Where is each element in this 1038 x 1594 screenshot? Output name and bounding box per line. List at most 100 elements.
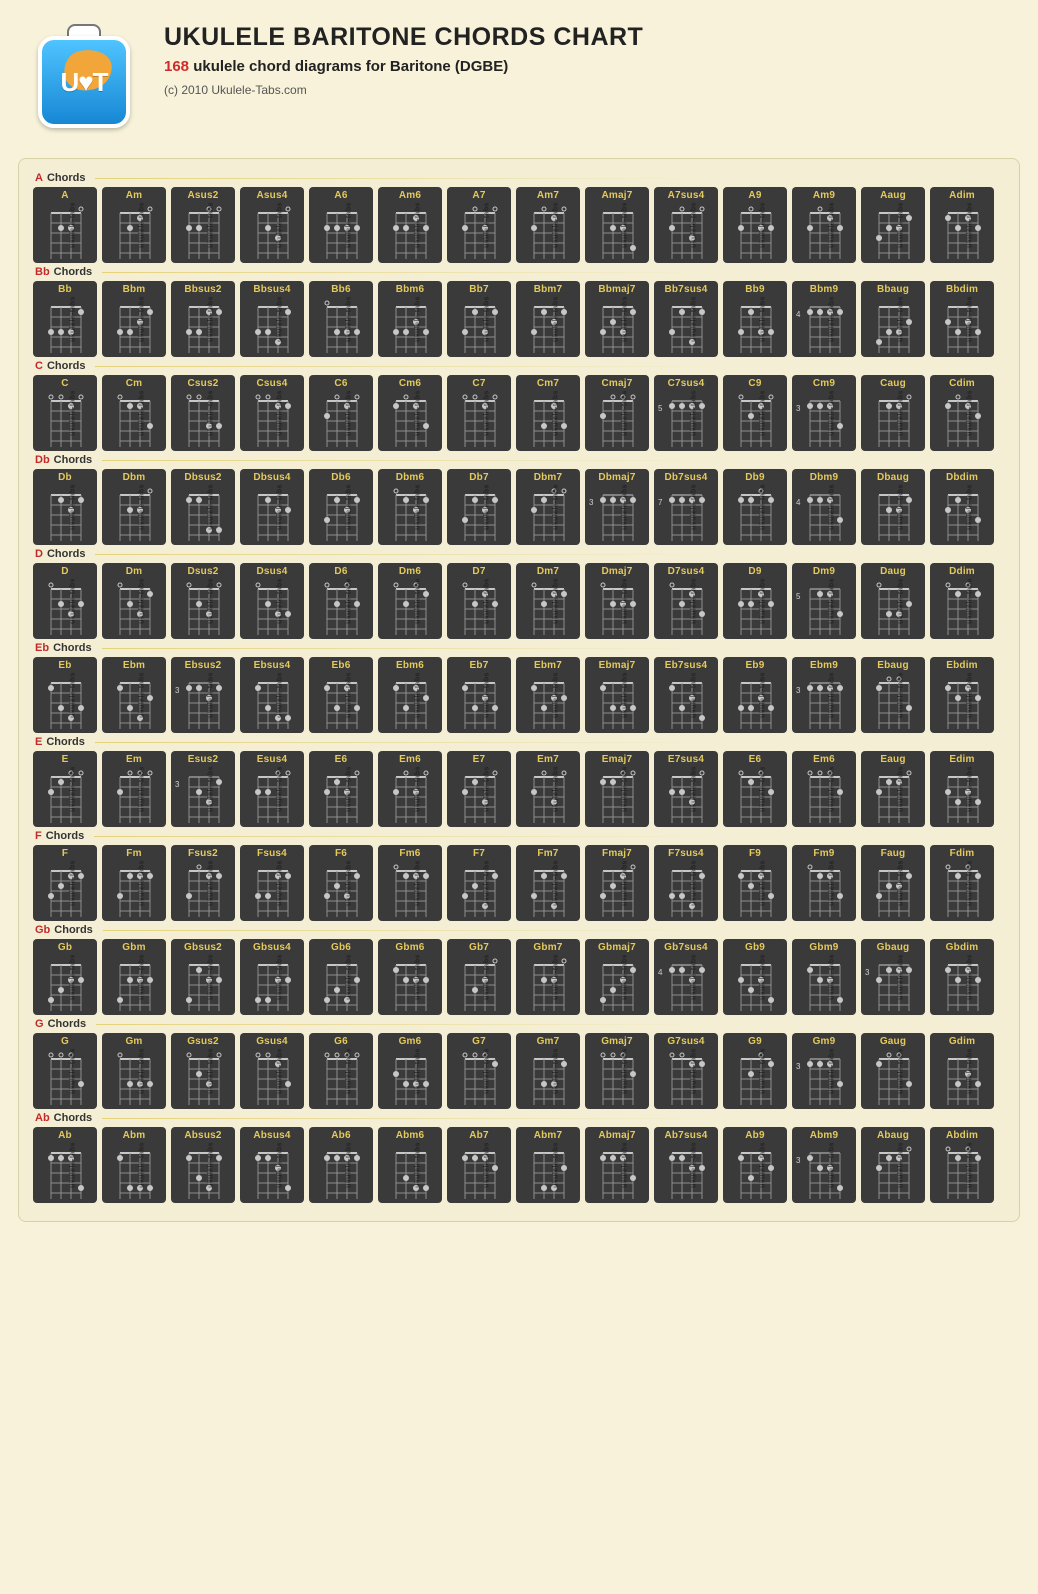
chord-tile: Gbdimukulele-tabs <box>930 939 994 1015</box>
chord-name: Ebm <box>102 657 166 673</box>
chord-tile: F7sus4ukulele-tabs <box>654 845 718 921</box>
tile-watermark: ukulele-tabs <box>346 578 353 624</box>
chord-tile: Ebm7ukulele-tabs <box>516 657 580 733</box>
tile-watermark: ukulele-tabs <box>967 672 974 718</box>
chord-tile: Em6ukulele-tabs <box>792 751 856 827</box>
tile-watermark: ukulele-tabs <box>415 672 422 718</box>
section-header: FChords <box>35 831 1005 842</box>
section-word: Chords <box>47 549 86 560</box>
chord-name: G <box>33 1033 97 1049</box>
chord-tile: Fsus2ukulele-tabs <box>171 845 235 921</box>
chord-name: Db6 <box>309 469 373 485</box>
chord-name: Cm6 <box>378 375 442 391</box>
chord-tile: Gsus2ukulele-tabs <box>171 1033 235 1109</box>
chord-tile: Fsus4ukulele-tabs <box>240 845 304 921</box>
chord-tile: E7ukulele-tabs <box>447 751 511 827</box>
chord-name: Dbm <box>102 469 166 485</box>
chord-name: Cm7 <box>516 375 580 391</box>
chord-name: Gb7 <box>447 939 511 955</box>
section-root: Gb <box>35 925 50 936</box>
tile-watermark: ukulele-tabs <box>208 672 215 718</box>
tile-watermark: ukulele-tabs <box>691 296 698 342</box>
chord-name: Ebm7 <box>516 657 580 673</box>
chord-tile: Db6ukulele-tabs <box>309 469 373 545</box>
chord-name: Bbm9 <box>792 281 856 297</box>
start-fret-label: 7 <box>658 499 662 507</box>
chord-name: Cm <box>102 375 166 391</box>
chord-name: E <box>33 751 97 767</box>
chord-tile: Dm6ukulele-tabs <box>378 563 442 639</box>
chord-name: Eb <box>33 657 97 673</box>
chord-tile: Dmukulele-tabs <box>102 563 166 639</box>
start-fret-label: 3 <box>865 969 869 977</box>
chord-name: Edim <box>930 751 994 767</box>
chord-tile: Amaj7ukulele-tabs <box>585 187 649 263</box>
chord-tile: A6ukulele-tabs <box>309 187 373 263</box>
chord-name: Eaug <box>861 751 925 767</box>
chord-name: Bb7 <box>447 281 511 297</box>
chord-name: Ab7sus4 <box>654 1127 718 1143</box>
tile-watermark: ukulele-tabs <box>277 296 284 342</box>
chord-tile: Ebsus2ukulele-tabs3 <box>171 657 235 733</box>
chord-name: Gbsus4 <box>240 939 304 955</box>
chord-name: Abdim <box>930 1127 994 1143</box>
chord-row: Dukulele-tabsDmukulele-tabsDsus2ukulele-… <box>33 563 1005 639</box>
section-root: Eb <box>35 643 49 654</box>
chord-tile: C9ukulele-tabs <box>723 375 787 451</box>
chord-name: Cmaj7 <box>585 375 649 391</box>
logo: U♥T <box>32 24 136 142</box>
chord-name: Dbm9 <box>792 469 856 485</box>
chord-tile: Gbmaj7ukulele-tabs <box>585 939 649 1015</box>
chord-tile: Bbm9ukulele-tabs4 <box>792 281 856 357</box>
tile-watermark: ukulele-tabs <box>553 296 560 342</box>
tile-watermark: ukulele-tabs <box>346 672 353 718</box>
chord-name: C7sus4 <box>654 375 718 391</box>
chord-tile: Asus2ukulele-tabs <box>171 187 235 263</box>
tile-watermark: ukulele-tabs <box>484 860 491 906</box>
tile-watermark: ukulele-tabs <box>346 296 353 342</box>
chord-tile: Absus2ukulele-tabs <box>171 1127 235 1203</box>
chord-tile: A7ukulele-tabs <box>447 187 511 263</box>
chord-tile: Ab7ukulele-tabs <box>447 1127 511 1203</box>
tile-watermark: ukulele-tabs <box>346 766 353 812</box>
chord-tile: Ebmaj7ukulele-tabs <box>585 657 649 733</box>
chord-name: Am6 <box>378 187 442 203</box>
tile-watermark: ukulele-tabs <box>208 390 215 436</box>
chord-tile: Dbdimukulele-tabs <box>930 469 994 545</box>
chord-name: Bbdim <box>930 281 994 297</box>
tile-watermark: ukulele-tabs <box>760 672 767 718</box>
tile-watermark: ukulele-tabs <box>70 390 77 436</box>
tile-watermark: ukulele-tabs <box>898 954 905 1000</box>
tile-watermark: ukulele-tabs <box>208 766 215 812</box>
tile-watermark: ukulele-tabs <box>760 390 767 436</box>
chord-tile: Cm9ukulele-tabs3 <box>792 375 856 451</box>
tile-watermark: ukulele-tabs <box>277 860 284 906</box>
chord-tile: Bbdimukulele-tabs <box>930 281 994 357</box>
tile-watermark: ukulele-tabs <box>553 1142 560 1188</box>
tile-watermark: ukulele-tabs <box>139 1048 146 1094</box>
chord-name: Eb7sus4 <box>654 657 718 673</box>
tile-watermark: ukulele-tabs <box>70 578 77 624</box>
chord-tile: Gb9ukulele-tabs <box>723 939 787 1015</box>
chord-tile: Abm6ukulele-tabs <box>378 1127 442 1203</box>
start-fret-label: 4 <box>658 969 662 977</box>
tile-watermark: ukulele-tabs <box>691 578 698 624</box>
tile-watermark: ukulele-tabs <box>898 296 905 342</box>
chord-tile: Bb7sus4ukulele-tabs <box>654 281 718 357</box>
tile-watermark: ukulele-tabs <box>829 202 836 248</box>
chord-name: Faug <box>861 845 925 861</box>
chord-name: Ebm9 <box>792 657 856 673</box>
chord-name: Absus2 <box>171 1127 235 1143</box>
logo-text: U♥T <box>60 69 107 95</box>
chord-tile: Gbaugukulele-tabs3 <box>861 939 925 1015</box>
tile-watermark: ukulele-tabs <box>70 484 77 530</box>
chord-tile: Gbsus2ukulele-tabs <box>171 939 235 1015</box>
chord-tile: Dbmaj7ukulele-tabs3 <box>585 469 649 545</box>
chord-tile: D7sus4ukulele-tabs <box>654 563 718 639</box>
chord-name: Ebsus2 <box>171 657 235 673</box>
chord-tile: Faugukulele-tabs <box>861 845 925 921</box>
tile-watermark: ukulele-tabs <box>967 202 974 248</box>
chord-name: Cm9 <box>792 375 856 391</box>
tile-watermark: ukulele-tabs <box>622 1142 629 1188</box>
chord-name: Bb6 <box>309 281 373 297</box>
